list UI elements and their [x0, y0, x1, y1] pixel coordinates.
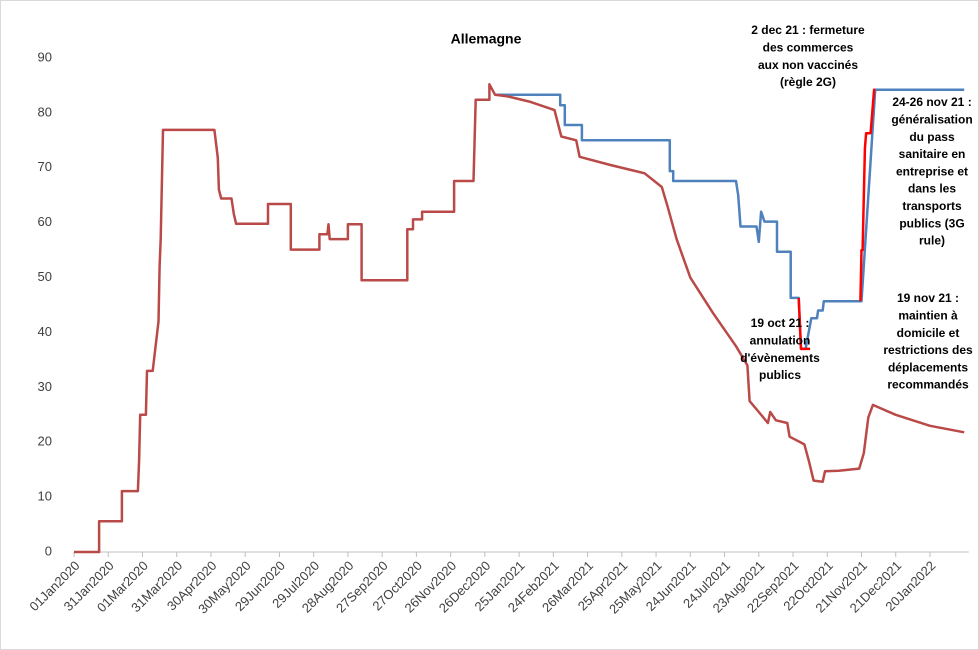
annotation: domicile et [897, 326, 960, 340]
annotation: entreprise et [896, 164, 968, 178]
annotation: 19 nov 21 : [897, 291, 959, 305]
annotation: généralisation [891, 112, 972, 126]
y-tick-label: 40 [38, 324, 52, 339]
y-tick-label: 70 [38, 159, 52, 174]
annotation: 24-26 nov 21 : [892, 95, 971, 109]
series-line [74, 83, 965, 554]
annotation: dans les [908, 182, 956, 196]
annotation: restrictions des [883, 343, 973, 357]
chart-title: Allemagne [451, 31, 522, 47]
annotation: des commerces [763, 40, 854, 54]
y-tick-label: 90 [38, 49, 52, 64]
annotation: recommandés [887, 378, 969, 392]
series-line [859, 88, 876, 302]
annotation: sanitaire en [899, 147, 966, 161]
annotation: publics (3G [899, 216, 964, 230]
annotation: 2 dec 21 : fermeture [751, 23, 865, 37]
series-line [797, 297, 811, 351]
y-tick-label: 50 [38, 269, 52, 284]
annotation: transports [902, 199, 962, 213]
y-tick-label: 10 [38, 489, 52, 504]
annotation: d'évènements [740, 351, 820, 365]
y-tick-label: 0 [45, 543, 52, 558]
annotation: du pass [909, 130, 955, 144]
series-line [495, 88, 965, 351]
y-tick-label: 80 [38, 104, 52, 119]
annotation: 19 oct 21 : [751, 316, 810, 330]
annotation: rule) [919, 234, 945, 248]
annotation: maintien à [898, 308, 958, 322]
y-tick-label: 20 [38, 434, 52, 449]
annotation: déplacements [888, 360, 968, 374]
annotation: aux non vaccinés [758, 58, 858, 72]
y-tick-label: 30 [38, 379, 52, 394]
annotation: annulation [750, 333, 811, 347]
annotation: (règle 2G) [780, 75, 836, 89]
annotation: publics [759, 368, 801, 382]
y-tick-label: 60 [38, 214, 52, 229]
